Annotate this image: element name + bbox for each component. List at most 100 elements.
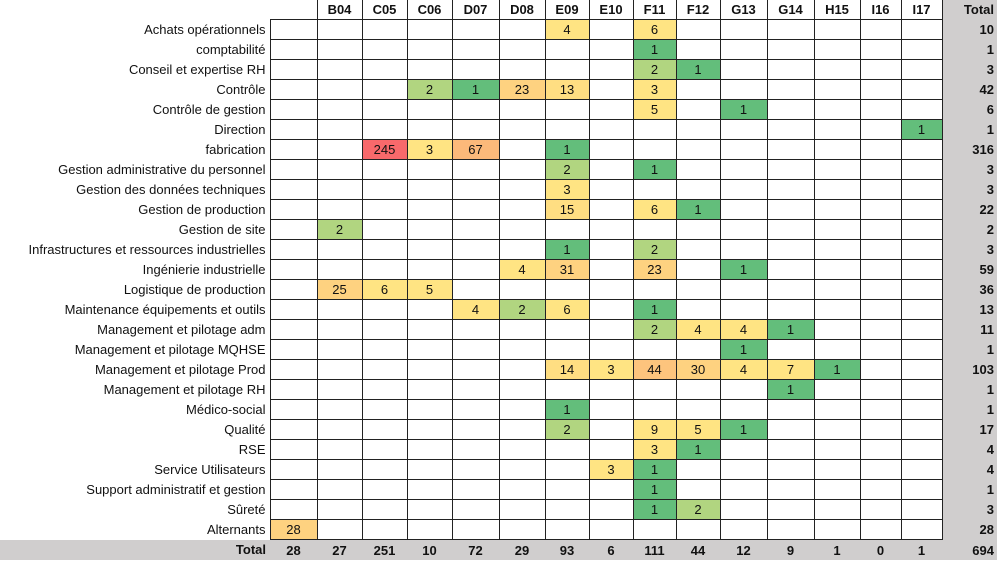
row-total[interactable]: 3	[942, 499, 997, 520]
heatmap-cell[interactable]	[361, 479, 408, 500]
column-header[interactable]: D07	[451, 0, 500, 20]
heatmap-cell[interactable]	[588, 299, 634, 320]
heatmap-cell[interactable]	[813, 39, 861, 60]
heatmap-cell[interactable]	[316, 519, 363, 540]
heatmap-cell[interactable]	[498, 279, 546, 300]
heatmap-cell[interactable]	[900, 299, 943, 320]
heatmap-cell[interactable]	[719, 19, 768, 40]
heatmap-cell[interactable]	[269, 179, 318, 200]
heatmap-cell[interactable]	[632, 339, 677, 360]
heatmap-cell[interactable]	[406, 379, 453, 400]
heatmap-cell[interactable]	[406, 19, 453, 40]
heatmap-cell[interactable]	[766, 159, 815, 180]
heatmap-cell[interactable]	[588, 139, 634, 160]
heatmap-cell[interactable]: 25	[316, 279, 363, 300]
heatmap-cell[interactable]	[544, 279, 590, 300]
heatmap-cell[interactable]	[813, 259, 861, 280]
heatmap-cell[interactable]: 1	[719, 99, 768, 120]
heatmap-cell[interactable]	[900, 519, 943, 540]
heatmap-cell[interactable]	[813, 459, 861, 480]
heatmap-cell[interactable]	[813, 299, 861, 320]
heatmap-cell[interactable]: 3	[588, 359, 634, 380]
heatmap-cell[interactable]	[451, 239, 500, 260]
row-label[interactable]: Contrôle	[0, 79, 271, 100]
heatmap-cell[interactable]	[859, 239, 902, 260]
heatmap-cell[interactable]: 6	[632, 19, 677, 40]
heatmap-cell[interactable]	[719, 459, 768, 480]
heatmap-cell[interactable]	[361, 519, 408, 540]
row-total[interactable]: 1	[942, 119, 997, 140]
heatmap-cell[interactable]	[900, 199, 943, 220]
heatmap-cell[interactable]	[766, 479, 815, 500]
heatmap-cell[interactable]	[588, 499, 634, 520]
heatmap-cell[interactable]	[766, 519, 815, 540]
column-total[interactable]: 12	[720, 539, 767, 560]
heatmap-cell[interactable]: 1	[719, 339, 768, 360]
heatmap-cell[interactable]	[544, 59, 590, 80]
row-label[interactable]: Alternants	[0, 519, 271, 540]
heatmap-cell[interactable]	[316, 319, 363, 340]
heatmap-cell[interactable]	[316, 99, 363, 120]
column-total[interactable]: 1	[901, 539, 942, 560]
row-label[interactable]: Ingénierie industrielle	[0, 259, 271, 280]
heatmap-cell[interactable]	[498, 179, 546, 200]
heatmap-cell[interactable]	[766, 239, 815, 260]
row-total[interactable]: 10	[942, 19, 997, 40]
row-total[interactable]: 22	[942, 199, 997, 220]
heatmap-cell[interactable]	[316, 159, 363, 180]
heatmap-cell[interactable]	[498, 19, 546, 40]
heatmap-cell[interactable]	[632, 279, 677, 300]
heatmap-cell[interactable]	[544, 479, 590, 500]
heatmap-cell[interactable]	[859, 439, 902, 460]
column-total[interactable]: 28	[270, 539, 317, 560]
heatmap-cell[interactable]	[498, 519, 546, 540]
heatmap-cell[interactable]	[406, 159, 453, 180]
heatmap-cell[interactable]	[719, 439, 768, 460]
heatmap-cell[interactable]	[406, 339, 453, 360]
heatmap-cell[interactable]	[588, 39, 634, 60]
heatmap-cell[interactable]	[719, 179, 768, 200]
heatmap-cell[interactable]	[859, 319, 902, 340]
heatmap-cell[interactable]: 2	[544, 159, 590, 180]
row-label[interactable]: Service Utilisateurs	[0, 459, 271, 480]
heatmap-cell[interactable]	[361, 19, 408, 40]
heatmap-cell[interactable]	[451, 499, 500, 520]
heatmap-cell[interactable]	[498, 339, 546, 360]
heatmap-cell[interactable]	[900, 379, 943, 400]
heatmap-cell[interactable]	[316, 339, 363, 360]
heatmap-cell[interactable]	[316, 259, 363, 280]
column-total[interactable]: 27	[317, 539, 362, 560]
heatmap-cell[interactable]	[813, 119, 861, 140]
heatmap-cell[interactable]	[316, 479, 363, 500]
heatmap-cell[interactable]	[719, 159, 768, 180]
heatmap-cell[interactable]	[859, 39, 902, 60]
heatmap-cell[interactable]	[766, 499, 815, 520]
heatmap-cell[interactable]	[766, 139, 815, 160]
heatmap-cell[interactable]	[451, 279, 500, 300]
heatmap-cell[interactable]	[498, 499, 546, 520]
heatmap-cell[interactable]	[719, 519, 768, 540]
heatmap-cell[interactable]	[588, 479, 634, 500]
heatmap-cell[interactable]	[269, 439, 318, 460]
heatmap-cell[interactable]	[900, 279, 943, 300]
heatmap-cell[interactable]	[859, 99, 902, 120]
column-header[interactable]: I16	[859, 0, 902, 20]
heatmap-cell[interactable]	[719, 199, 768, 220]
heatmap-cell[interactable]	[719, 399, 768, 420]
heatmap-cell[interactable]	[361, 79, 408, 100]
row-label[interactable]: RSE	[0, 439, 271, 460]
heatmap-cell[interactable]	[406, 239, 453, 260]
heatmap-cell[interactable]	[900, 59, 943, 80]
heatmap-cell[interactable]: 1	[675, 199, 721, 220]
heatmap-cell[interactable]	[813, 99, 861, 120]
row-total[interactable]: 2	[942, 219, 997, 240]
heatmap-cell[interactable]: 2	[316, 219, 363, 240]
heatmap-cell[interactable]	[766, 459, 815, 480]
row-label[interactable]: Management et pilotage MQHSE	[0, 339, 271, 360]
heatmap-cell[interactable]	[269, 299, 318, 320]
heatmap-cell[interactable]: 1	[632, 479, 677, 500]
heatmap-cell[interactable]	[766, 339, 815, 360]
heatmap-cell[interactable]: 1	[544, 399, 590, 420]
heatmap-cell[interactable]: 1	[632, 159, 677, 180]
heatmap-cell[interactable]: 1	[632, 299, 677, 320]
